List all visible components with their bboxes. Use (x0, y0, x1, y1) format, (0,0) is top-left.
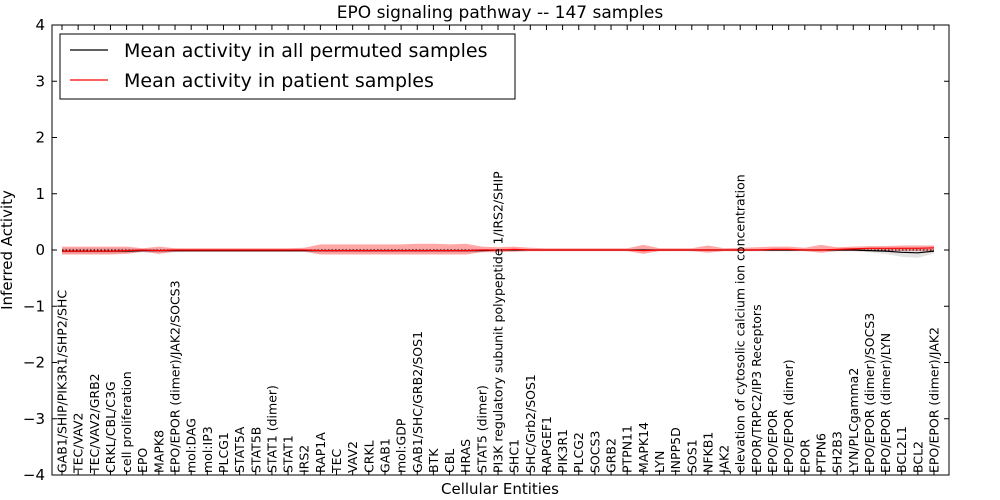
x-tick-label: IRS2 (297, 445, 312, 473)
y-tick-label: −3 (23, 410, 45, 428)
x-tick-label: MAPK8 (151, 430, 166, 473)
x-tick-label: TEC (329, 448, 344, 474)
chart-title: EPO signaling pathway -- 147 samples (337, 3, 664, 23)
x-tick-label: VAV2 (345, 441, 360, 473)
x-tick-label: SOCS3 (587, 431, 602, 473)
x-tick-label: PIK3R1 (555, 429, 570, 473)
x-tick-label: EPO (135, 448, 150, 473)
x-tick-label: SHC1 (507, 439, 522, 473)
x-tick-label: CBL (442, 449, 457, 473)
x-tick-label: EPOR/TRPC2/IP3 Receptors (749, 304, 764, 473)
legend: Mean activity in all permuted samples Me… (59, 33, 516, 100)
x-tick-label: EPOR (797, 439, 812, 473)
x-tick-label: INPP5D (668, 427, 683, 473)
y-axis-label: Inferred Activity (0, 190, 16, 310)
x-tick-label: PLCG1 (216, 432, 231, 473)
lines-layer (62, 247, 935, 254)
y-tick-label: 0 (35, 241, 45, 259)
y-tick-label: −1 (23, 297, 45, 315)
y-tick-label: −2 (23, 354, 45, 372)
x-tick-labels: GAB1/SHIP/PIK3R1/SHP2/SHC TEC/VAV2 TEC/VAV… (55, 171, 942, 474)
x-tick-label: CRKL (361, 440, 376, 473)
x-tick-label: EPO/EPOR (dimer)/JAK2 (927, 327, 942, 473)
x-tick-label: SOS1 (684, 439, 699, 473)
x-tick-label: STAT5B (248, 427, 263, 473)
x-tick-label: PTPN11 (620, 425, 635, 473)
x-tick-label: EPO/EPOR (dimer)/LYN (878, 333, 893, 473)
x-tick-label: STAT1 (281, 435, 296, 473)
x-tick-label: elevation of cytosolic calcium ion conce… (733, 174, 748, 473)
x-tick-label: GRB2 (604, 438, 619, 473)
y-tick-label: 1 (35, 185, 45, 203)
x-tick-label: LYN (652, 451, 667, 473)
x-tick-label: EPO/EPOR (dimer) (781, 359, 796, 473)
legend-label-patient: Mean activity in patient samples (124, 70, 434, 92)
x-tick-label: BCL2 (910, 441, 925, 473)
x-tick-label: EPO/EPOR (dimer)/SOCS3 (862, 313, 877, 473)
x-tick-label: PTPN6 (814, 433, 829, 473)
x-tick-label: RAP1A (313, 432, 328, 473)
x-tick-label: LYN/PLCgamma2 (846, 368, 861, 473)
y-ticks: −4 −3 −2 −1 0 1 2 3 4 (23, 16, 949, 484)
x-ticks (61, 25, 935, 475)
x-tick-label: HRAS (458, 439, 473, 473)
x-tick-label: PLCG2 (571, 432, 586, 473)
x-tick-label: STAT5A (232, 426, 247, 473)
plot-frame (51, 24, 950, 476)
y-tick-label: −4 (23, 466, 45, 484)
series-line-patient (62, 247, 935, 252)
x-tick-label: cell proliferation (119, 371, 134, 473)
x-tick-label: RAPGEF1 (539, 416, 554, 473)
x-tick-label: BCL2L1 (894, 426, 909, 473)
y-tick-label: 3 (35, 72, 45, 90)
x-tick-label: STAT5 (dimer) (474, 385, 489, 473)
x-tick-label: GAB1 (378, 438, 393, 473)
x-tick-label: mol:IP3 (200, 426, 215, 473)
x-tick-label: mol:DAG (184, 418, 199, 473)
y-tick-label: 2 (35, 129, 45, 147)
legend-label-permuted: Mean activity in all permuted samples (124, 40, 487, 62)
x-tick-label: STAT1 (dimer) (264, 385, 279, 473)
x-tick-label: MAPK14 (636, 422, 651, 473)
x-tick-label: GAB1/SHIP/PIK3R1/SHP2/SHC (55, 290, 70, 473)
x-tick-label: EPO/EPOR (765, 409, 780, 473)
x-tick-label: SH2B3 (830, 431, 845, 473)
x-tick-label: SHC/Grb2/SOS1 (523, 374, 538, 473)
x-tick-label: PI3K regulatory subunit polypeptide 1/IR… (491, 171, 506, 473)
x-tick-label: TEC/VAV2/GRB2 (87, 373, 102, 474)
x-tick-label: CRKL/CBL/C3G (103, 381, 118, 473)
x-tick-label: mol:GDP (394, 418, 409, 473)
x-tick-label: EPO/EPOR (dimer)/JAK2/SOCS3 (168, 280, 183, 473)
legend-box (59, 33, 516, 100)
x-tick-label: JAK2 (717, 445, 732, 474)
x-tick-label: GAB1/SHC/GRB2/SOS1 (410, 331, 425, 473)
x-tick-label: NFKB1 (700, 432, 715, 473)
x-axis-label: Cellular Entities (441, 480, 559, 498)
x-tick-label: BTK (426, 448, 441, 473)
x-tick-label: TEC/VAV2 (71, 413, 86, 474)
band-patient (62, 243, 934, 255)
y-tick-label: 4 (35, 16, 45, 34)
